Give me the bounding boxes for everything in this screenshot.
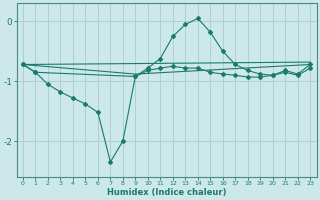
X-axis label: Humidex (Indice chaleur): Humidex (Indice chaleur): [107, 188, 226, 197]
